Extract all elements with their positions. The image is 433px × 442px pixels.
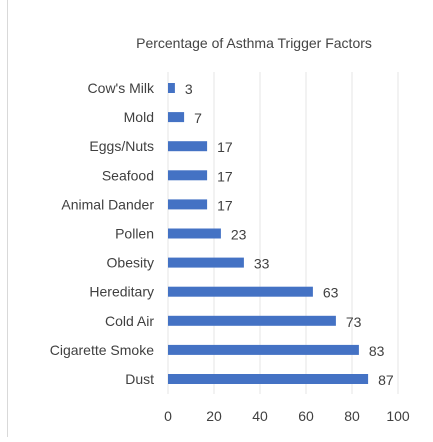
bar (168, 229, 221, 239)
bar (168, 345, 359, 355)
data-label: 73 (346, 314, 362, 330)
data-label: 7 (194, 110, 202, 126)
category-label: Animal Dander (61, 196, 154, 212)
data-label: 3 (185, 81, 193, 97)
category-label: Eggs/Nuts (89, 138, 154, 154)
category-label: Dust (125, 371, 154, 387)
category-label: Obesity (107, 255, 154, 271)
data-label: 17 (217, 197, 233, 213)
x-tick-label: 100 (386, 408, 410, 424)
category-label: Mold (124, 109, 154, 125)
chart-title: Percentage of Asthma Trigger Factors (136, 35, 372, 51)
bar (168, 258, 244, 268)
x-tick-label: 40 (252, 408, 268, 424)
bar (168, 287, 313, 297)
data-label: 17 (217, 168, 233, 184)
bar (168, 141, 207, 151)
category-label: Pollen (115, 226, 154, 242)
x-tick-label: 20 (206, 408, 222, 424)
x-axis-tick-labels: 0 20 40 60 80 100 (164, 408, 410, 424)
chart-border (8, 0, 433, 437)
x-tick-label: 60 (298, 408, 314, 424)
category-labels: Cow's Milk Mold Eggs/Nuts Seafood Animal Dan… (50, 80, 155, 387)
data-label: 63 (323, 285, 339, 301)
bar (168, 374, 368, 384)
category-label: Cow's Milk (88, 80, 155, 96)
data-label: 23 (231, 227, 247, 243)
bars (168, 83, 368, 384)
bar (168, 199, 207, 209)
category-label: Cold Air (105, 313, 154, 329)
bar (168, 316, 336, 326)
data-label: 17 (217, 139, 233, 155)
category-label: Hereditary (89, 284, 154, 300)
data-label: 83 (369, 343, 385, 359)
x-tick-label: 0 (164, 408, 172, 424)
category-label: Cigarette Smoke (50, 342, 154, 358)
bar (168, 170, 207, 180)
x-tick-label: 80 (344, 408, 360, 424)
bar (168, 112, 184, 122)
data-label: 33 (254, 256, 270, 272)
bar (168, 83, 175, 93)
data-label: 87 (378, 372, 394, 388)
category-label: Seafood (102, 167, 154, 183)
